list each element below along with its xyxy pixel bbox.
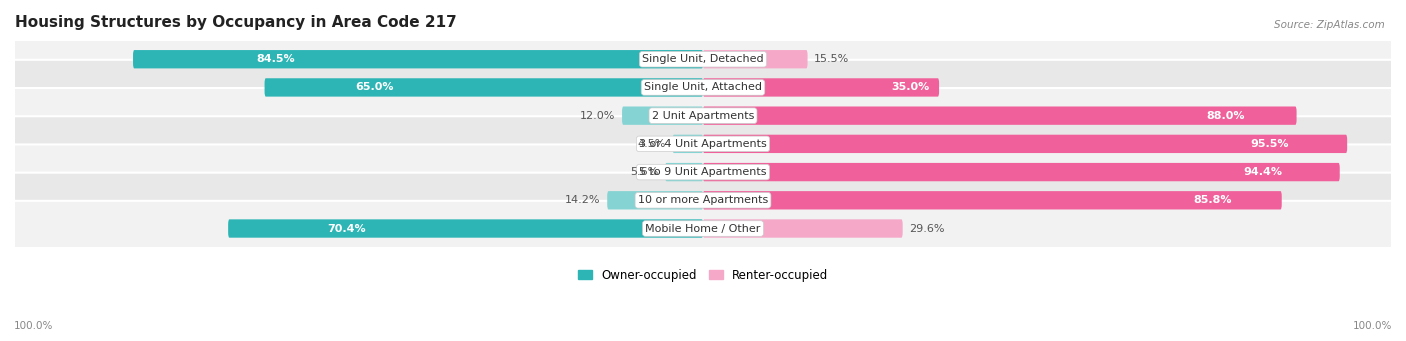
Text: Housing Structures by Occupancy in Area Code 217: Housing Structures by Occupancy in Area … [15,15,457,30]
FancyBboxPatch shape [607,191,703,209]
FancyBboxPatch shape [703,50,807,69]
FancyBboxPatch shape [703,106,1296,125]
FancyBboxPatch shape [621,106,703,125]
Text: Mobile Home / Other: Mobile Home / Other [645,223,761,234]
FancyBboxPatch shape [11,173,1395,228]
Legend: Owner-occupied, Renter-occupied: Owner-occupied, Renter-occupied [572,264,834,286]
Text: 70.4%: 70.4% [328,223,366,234]
FancyBboxPatch shape [11,32,1395,87]
Text: 84.5%: 84.5% [256,54,295,64]
Text: 29.6%: 29.6% [910,223,945,234]
Text: 100.0%: 100.0% [14,321,53,331]
Text: 35.0%: 35.0% [891,83,929,92]
FancyBboxPatch shape [703,135,1347,153]
Text: 5.6%: 5.6% [630,167,658,177]
FancyBboxPatch shape [672,135,703,153]
FancyBboxPatch shape [134,50,703,69]
FancyBboxPatch shape [264,78,703,97]
Text: 94.4%: 94.4% [1244,167,1282,177]
Text: 65.0%: 65.0% [354,83,394,92]
Text: 15.5%: 15.5% [814,54,849,64]
Text: 10 or more Apartments: 10 or more Apartments [638,195,768,205]
Text: 12.0%: 12.0% [579,111,616,121]
Text: 85.8%: 85.8% [1194,195,1232,205]
FancyBboxPatch shape [703,163,1340,181]
FancyBboxPatch shape [11,201,1395,256]
FancyBboxPatch shape [11,145,1395,200]
Text: 2 Unit Apartments: 2 Unit Apartments [652,111,754,121]
FancyBboxPatch shape [703,78,939,97]
Text: 100.0%: 100.0% [1353,321,1392,331]
Text: 95.5%: 95.5% [1250,139,1289,149]
Text: 88.0%: 88.0% [1206,111,1244,121]
FancyBboxPatch shape [665,163,703,181]
FancyBboxPatch shape [703,219,903,238]
FancyBboxPatch shape [703,191,1282,209]
FancyBboxPatch shape [11,116,1395,172]
Text: 14.2%: 14.2% [565,195,600,205]
Text: 5 to 9 Unit Apartments: 5 to 9 Unit Apartments [640,167,766,177]
Text: Single Unit, Attached: Single Unit, Attached [644,83,762,92]
FancyBboxPatch shape [228,219,703,238]
Text: 4.5%: 4.5% [637,139,666,149]
FancyBboxPatch shape [11,60,1395,115]
FancyBboxPatch shape [11,88,1395,143]
Text: Single Unit, Detached: Single Unit, Detached [643,54,763,64]
Text: Source: ZipAtlas.com: Source: ZipAtlas.com [1274,20,1385,30]
Text: 3 or 4 Unit Apartments: 3 or 4 Unit Apartments [640,139,766,149]
